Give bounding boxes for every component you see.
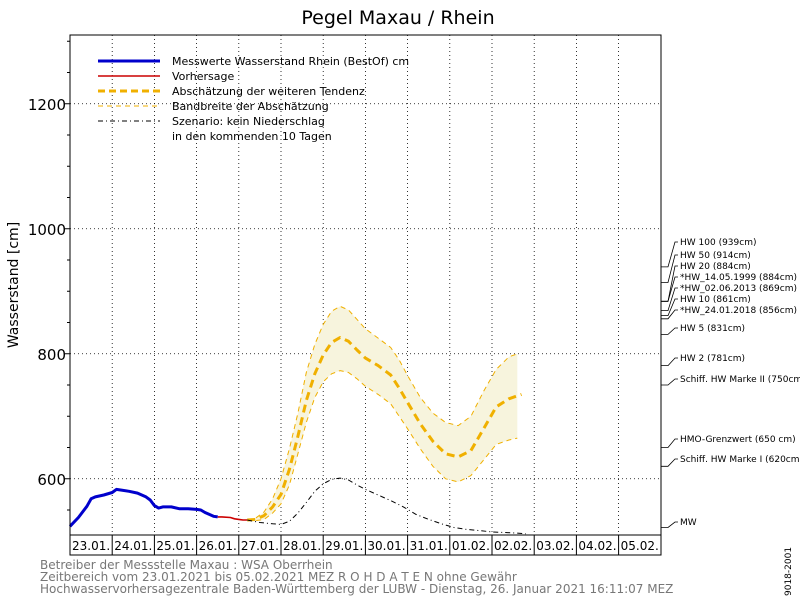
legend-label: Messwerte Wasserstand Rhein (BestOf) cm <box>172 55 409 68</box>
y-axis-label: Wasserstand [cm] <box>6 222 22 348</box>
legend-label: Vorhersage <box>172 70 234 83</box>
reference-leader <box>661 276 678 302</box>
reference-leader <box>661 438 678 448</box>
x-tick-label: 02.02. <box>494 539 532 553</box>
reference-label: *HW_02.06.2013 (869cm) <box>680 284 797 294</box>
reference-leader <box>661 327 678 335</box>
x-tick-label: 03.02. <box>536 539 574 553</box>
reference-label: HW 100 (939cm) <box>680 238 756 248</box>
legend-label: in den kommenden 10 Tagen <box>172 130 332 143</box>
chart-title: Pegel Maxau / Rhein <box>301 7 494 29</box>
reference-leader <box>661 521 678 528</box>
x-tick-label: 01.02. <box>452 539 490 553</box>
x-tick-label: 29.01. <box>325 539 363 553</box>
x-tick-label: 04.02. <box>578 539 616 553</box>
legend: Messwerte Wasserstand Rhein (BestOf) cm V… <box>98 55 409 143</box>
reference-leader <box>661 309 678 320</box>
legend-label: Szenario: kein Niederschlag <box>172 115 325 128</box>
y-tick-label: 1000 <box>28 221 66 239</box>
legend-label: Abschätzung der weiteren Tendenz <box>172 85 365 98</box>
x-tick-label: 24.01. <box>114 539 152 553</box>
reference-label: *HW_24.01.2018 (856cm) <box>680 306 797 316</box>
footer-operator: Betreiber der Messstelle Maxau : WSA Obe… <box>40 558 333 572</box>
y-tick-label: 800 <box>37 346 66 364</box>
footer-source: Hochwasservorhersagezentrale Baden-Württ… <box>40 582 674 596</box>
x-tick-label: 05.02. <box>621 539 659 553</box>
reference-label: HW 10 (861cm) <box>680 295 751 305</box>
reference-leader <box>661 254 678 283</box>
reference-label: MW <box>680 518 697 528</box>
x-tick-label: 27.01. <box>241 539 279 553</box>
side-code: 9018-2001 <box>784 546 794 596</box>
reference-label: HMO-Grenzwert (650 cm) <box>680 435 796 445</box>
x-tick-label: 26.01. <box>199 539 237 553</box>
x-tick-label: 25.01. <box>156 539 194 553</box>
reference-label: HW 5 (831cm) <box>680 324 745 334</box>
series-band-upper-line <box>247 305 518 521</box>
y-tick-label: 600 <box>37 471 66 489</box>
reference-label: HW 50 (914cm) <box>680 251 751 261</box>
legend-label: Bandbreite der Abschätzung <box>172 100 329 113</box>
reference-leader <box>661 241 678 268</box>
series-measured-line <box>68 487 218 528</box>
reference-levels: HW 100 (939cm) HW 50 (914cm)HW 20 (884cm)… <box>661 238 800 528</box>
reference-label: Schiff. HW Marke I (620cm) <box>680 455 800 465</box>
y-tick-label: 1200 <box>28 96 66 114</box>
reference-leader <box>661 458 678 467</box>
grid <box>70 35 661 535</box>
x-axis-ticks: 23.01. 24.01. 25.01. 26.01. 27.01. 28.01. 29.0… <box>72 535 659 555</box>
band-fill <box>247 306 518 521</box>
reference-leader <box>661 287 678 312</box>
x-tick-label: 28.01. <box>283 539 321 553</box>
reference-leader <box>661 298 678 317</box>
series-forecast-line <box>217 516 248 521</box>
estimate-band <box>247 306 518 521</box>
y-axis-ticks: 600 800 1000 1200 <box>28 40 70 511</box>
reference-label: HW 20 (884cm) <box>680 262 751 272</box>
reference-label: Schiff. HW Marke II (750cm) <box>680 375 800 385</box>
series-scenario-line <box>247 477 526 535</box>
footer-time-range: Zeitbereich vom 23.01.2021 bis 05.02.202… <box>40 570 517 584</box>
x-tick-label: 30.01. <box>367 539 405 553</box>
x-tick-label: 31.01. <box>410 539 448 553</box>
reference-label: HW 2 (781cm) <box>680 354 745 364</box>
x-tick-label: 23.01. <box>72 539 110 553</box>
series-band-lower-line <box>247 370 518 522</box>
reference-label: *HW_14.05.1999 (884cm) <box>680 273 797 283</box>
reference-leader <box>661 378 678 386</box>
series-tendency-line <box>247 336 522 522</box>
series-lines <box>68 305 526 535</box>
reference-leader <box>661 357 678 367</box>
